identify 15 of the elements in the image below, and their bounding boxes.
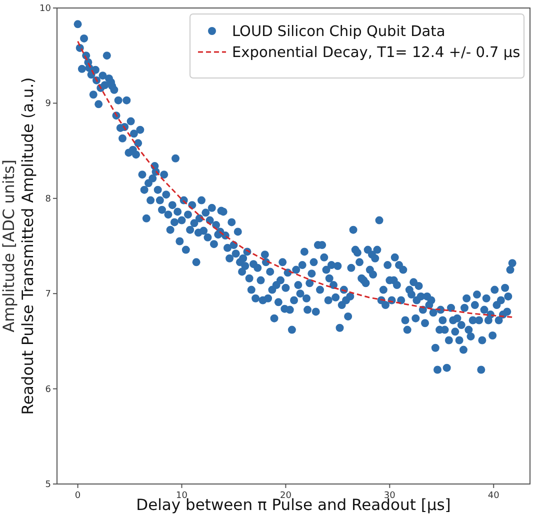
x-tick-label: 0: [74, 491, 81, 501]
text: Amplitude [ADC units]: [0, 160, 18, 332]
y-tick-label: 10: [40, 4, 52, 14]
legend-label: LOUD Silicon Chip Qubit Data: [232, 24, 446, 40]
y-tick-label: 6: [45, 384, 52, 395]
x-tick-label: 10: [176, 491, 188, 501]
x-tick-label: 20: [280, 491, 292, 501]
y-tick-label: 5: [45, 480, 51, 490]
x-tick-label: 40: [488, 491, 500, 501]
y-tick-label: 7: [45, 290, 51, 300]
x-tick-label: 30: [384, 491, 396, 501]
y-tick-label: 9: [45, 99, 52, 110]
legend-label: Exponential Decay, T1= 12.4 +/- 0.7 µs: [232, 45, 520, 61]
y-tick-label: 8: [45, 194, 52, 204]
y-axis-title: Readout Pulse Transmitted Amplitude (a.u.): [19, 77, 37, 415]
